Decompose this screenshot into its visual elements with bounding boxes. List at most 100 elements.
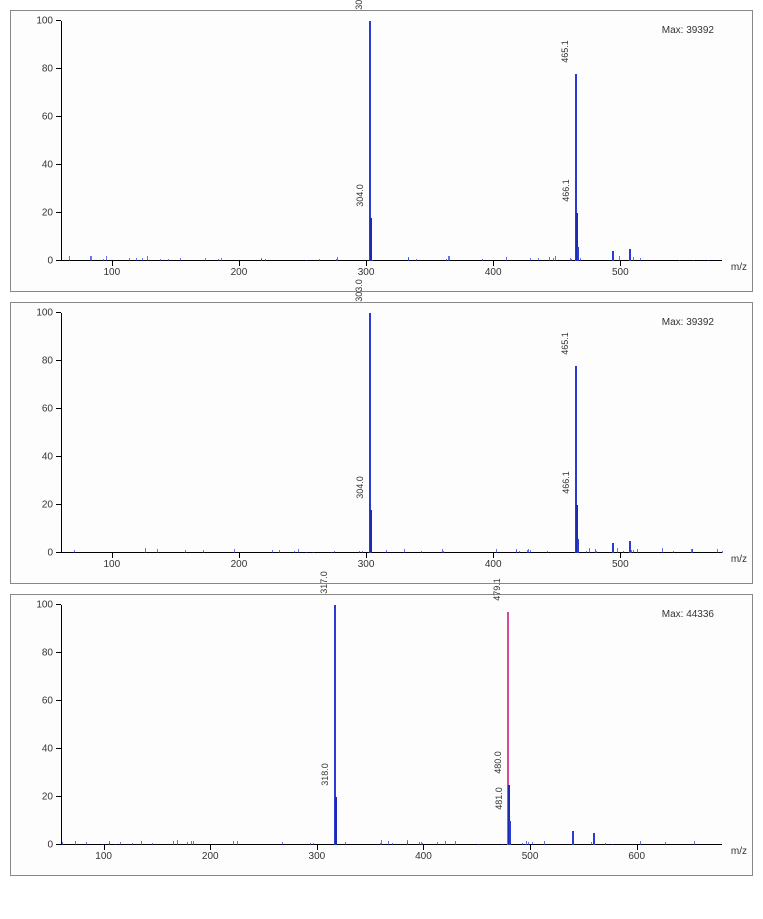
noise-peak: [717, 549, 718, 553]
peak-label: 466.1: [561, 179, 571, 202]
noise-peak: [408, 258, 409, 261]
y-tick: [56, 116, 61, 117]
noise-peak: [595, 549, 596, 553]
noise-peak: [637, 549, 638, 553]
spectrum-peak: 304.0: [370, 218, 372, 261]
noise-peak: [294, 551, 295, 553]
noise-peak: [234, 549, 235, 553]
noise-peak: [145, 548, 146, 553]
noise-peak: [142, 258, 143, 262]
noise-peak: [692, 549, 693, 553]
noise-peak: [571, 259, 572, 261]
max-label: Max: 44336: [662, 609, 714, 620]
spectrum-peak: 304.0: [370, 510, 372, 553]
x-tick-label: 300: [309, 851, 326, 862]
y-tick: [56, 456, 61, 457]
y-tick-label: 80: [42, 648, 53, 659]
noise-peak: [478, 844, 479, 845]
noise-peak: [115, 844, 116, 845]
x-tick: [112, 553, 113, 558]
noise-peak: [496, 549, 497, 553]
noise-peak: [310, 843, 311, 845]
y-tick: [56, 700, 61, 701]
noise-peak: [544, 841, 545, 845]
peak-label: 480.0: [493, 751, 503, 774]
noise-peak: [388, 841, 389, 845]
noise-peak: [265, 259, 266, 261]
noise-peak: [708, 260, 709, 261]
y-axis: [61, 21, 62, 261]
spectrum-peak: [577, 539, 579, 553]
noise-peak: [129, 258, 130, 261]
noise-peak: [586, 551, 587, 553]
noise-peak: [589, 548, 590, 553]
x-axis-unit: m/z: [731, 846, 747, 857]
max-value: 44336: [686, 609, 714, 620]
noise-peak: [136, 258, 137, 261]
y-tick-label: 100: [36, 600, 53, 611]
noise-peak: [640, 258, 641, 261]
y-tick-label: 100: [36, 308, 53, 319]
noise-peak: [407, 842, 408, 845]
peak-label: 466.1: [561, 471, 571, 494]
y-tick-label: 80: [42, 64, 53, 75]
peak-label: 481.0: [494, 787, 504, 810]
noise-peak: [605, 843, 606, 845]
noise-peak: [91, 256, 92, 261]
noise-peak: [516, 549, 517, 553]
y-tick: [56, 20, 61, 21]
noise-peak: [619, 256, 620, 261]
noise-peak: [662, 548, 663, 553]
noise-peak: [331, 552, 332, 553]
y-tick-label: 0: [47, 256, 53, 267]
spectrum-peak: 318.0: [335, 797, 337, 845]
x-tick: [112, 261, 113, 266]
max-prefix: Max:: [662, 317, 686, 328]
peak-label: 303.0: [354, 0, 364, 10]
noise-peak: [623, 551, 624, 553]
x-tick-label: 200: [202, 851, 219, 862]
noise-peak: [86, 842, 87, 845]
noise-peak: [147, 256, 148, 261]
noise-peak: [538, 258, 539, 262]
x-tick-label: 400: [485, 559, 502, 570]
x-tick-label: 500: [612, 559, 629, 570]
x-tick: [210, 845, 211, 850]
max-label: Max: 39392: [662, 317, 714, 328]
x-axis-unit: m/z: [731, 554, 747, 565]
x-tick: [530, 845, 531, 850]
spectrum-peak: [612, 251, 614, 261]
noise-peak: [185, 550, 186, 553]
y-tick-label: 80: [42, 356, 53, 367]
noise-peak: [640, 841, 641, 845]
noise-peak: [665, 842, 666, 845]
noise-peak: [74, 550, 75, 553]
noise-peak: [282, 842, 283, 845]
y-tick-label: 20: [42, 792, 53, 803]
noise-peak: [570, 258, 571, 261]
y-tick: [56, 796, 61, 797]
x-tick: [366, 553, 367, 558]
noise-peak: [180, 258, 181, 262]
x-tick: [104, 845, 105, 850]
x-axis-unit: m/z: [731, 262, 747, 273]
max-prefix: Max:: [662, 609, 686, 620]
noise-peak: [596, 551, 597, 553]
y-tick: [56, 408, 61, 409]
x-tick-label: 100: [104, 267, 121, 278]
noise-peak: [177, 840, 178, 845]
peak-label: 304.0: [355, 184, 365, 207]
y-tick-label: 20: [42, 500, 53, 511]
y-tick-label: 0: [47, 548, 53, 559]
noise-peak: [103, 259, 104, 262]
noise-peak: [679, 260, 680, 261]
spectrum-peak: [593, 833, 595, 845]
plot-area: 020406080100100200300400500600317.0318.0…: [61, 605, 722, 845]
y-tick-label: 60: [42, 112, 53, 123]
y-tick-label: 0: [47, 840, 53, 851]
noise-peak: [549, 257, 550, 261]
spectrum-panel: 020406080100100200300400500303.0304.0465…: [10, 302, 753, 584]
noise-peak: [694, 841, 695, 845]
y-axis: [61, 605, 62, 845]
noise-peak: [62, 842, 63, 845]
